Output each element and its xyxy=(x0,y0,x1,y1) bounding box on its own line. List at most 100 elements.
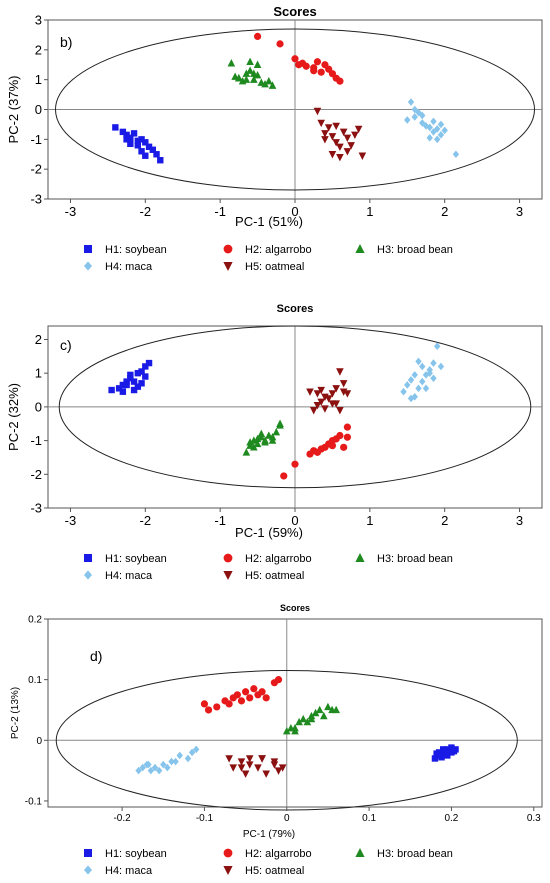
y-tick-label: 0.1 xyxy=(28,675,42,686)
data-point xyxy=(339,388,348,396)
x-tick-label: 0.3 xyxy=(527,813,541,824)
chart-title: Scores xyxy=(277,303,314,315)
data-point xyxy=(426,369,433,377)
data-point xyxy=(233,691,241,699)
y-tick-label: -1 xyxy=(30,132,42,147)
data-point xyxy=(241,770,250,778)
data-point xyxy=(250,443,258,451)
data-point xyxy=(123,378,130,385)
chart-title: Scores xyxy=(280,603,310,613)
series-h5 xyxy=(313,107,367,162)
series-h3 xyxy=(242,419,284,456)
data-point xyxy=(437,120,445,129)
data-point xyxy=(358,152,367,160)
x-tick-label: 0.2 xyxy=(444,813,458,824)
data-point xyxy=(441,126,448,135)
data-point xyxy=(253,439,262,448)
data-point xyxy=(134,142,142,149)
data-point xyxy=(204,706,213,714)
series-h4 xyxy=(135,745,200,775)
legend-marker xyxy=(223,571,233,580)
data-point xyxy=(302,62,310,70)
data-point xyxy=(119,381,127,389)
x-tick-label: 0 xyxy=(291,204,298,219)
data-point xyxy=(336,143,344,151)
data-point xyxy=(295,717,303,726)
legend-entry: H4: maca xyxy=(105,865,153,877)
data-point xyxy=(434,342,441,351)
legend-entry: H1: soybean xyxy=(105,848,167,860)
legend-entry: H1: soybean xyxy=(105,553,167,565)
data-point xyxy=(225,755,233,763)
data-point xyxy=(270,758,279,766)
data-point xyxy=(274,676,283,684)
panel-label: c) xyxy=(60,337,72,353)
data-point xyxy=(265,76,273,85)
legend-entry: H5: oatmeal xyxy=(245,570,304,582)
data-point xyxy=(324,395,333,403)
data-point xyxy=(127,371,134,379)
data-point xyxy=(164,763,171,772)
data-point xyxy=(306,388,314,396)
legend-entry: H2: algarrobo xyxy=(245,244,312,256)
data-point xyxy=(291,726,299,735)
legend-entry: H1: soybean xyxy=(105,244,167,256)
data-point xyxy=(130,378,138,385)
x-tick-label: 3 xyxy=(516,513,523,528)
data-point xyxy=(434,135,441,144)
data-point xyxy=(262,770,270,778)
series-h2 xyxy=(280,423,351,480)
y-tick-label: 3 xyxy=(35,13,42,28)
data-point xyxy=(310,64,318,72)
data-point xyxy=(108,386,115,394)
data-point xyxy=(138,148,145,155)
data-point xyxy=(135,766,142,775)
data-point xyxy=(411,371,418,379)
data-point xyxy=(336,407,344,415)
data-point xyxy=(246,438,254,446)
data-point xyxy=(313,58,322,66)
data-point xyxy=(127,375,134,382)
data-point xyxy=(242,688,250,696)
data-point xyxy=(404,381,411,389)
legend-marker xyxy=(223,262,233,271)
scatter-panel: -0.2 -0.1 0 0.1 0.2 0.3 -0.1 0 0.1 0.2 Scores d) PC-… xyxy=(10,603,543,877)
legend-entry: H3: broad bean xyxy=(377,553,453,565)
data-point xyxy=(354,125,363,134)
legend-marker xyxy=(84,261,92,271)
data-point xyxy=(313,390,322,398)
data-point xyxy=(237,764,246,772)
x-tick-label: -1 xyxy=(214,513,226,528)
x-axis-label: PC-1 (51%) xyxy=(235,214,303,229)
y-tick-label: 2 xyxy=(35,42,42,57)
data-point xyxy=(407,376,415,384)
data-point xyxy=(134,369,142,377)
y-tick-label: 0 xyxy=(35,399,42,414)
data-point xyxy=(119,128,127,136)
data-point xyxy=(258,755,266,763)
data-point xyxy=(112,124,119,131)
x-tick-label: -2 xyxy=(140,204,152,219)
x-tick-label: 2 xyxy=(441,204,448,219)
data-point xyxy=(172,757,179,766)
data-point xyxy=(188,748,196,757)
data-point xyxy=(245,761,254,769)
data-point xyxy=(280,472,288,480)
data-point xyxy=(332,705,340,714)
data-point xyxy=(426,123,433,132)
y-tick-label: 2 xyxy=(35,332,42,347)
data-point xyxy=(149,146,156,153)
data-point xyxy=(282,726,291,735)
data-point xyxy=(142,373,149,380)
data-point xyxy=(336,154,344,162)
data-point xyxy=(130,130,138,137)
data-point xyxy=(276,421,284,429)
data-point xyxy=(307,714,316,723)
data-point xyxy=(347,142,355,150)
data-point xyxy=(351,131,359,140)
x-tick-label: -1 xyxy=(214,204,226,219)
data-point xyxy=(419,111,426,120)
y-tick-label: -2 xyxy=(30,162,42,177)
series-h1 xyxy=(112,124,164,164)
data-point xyxy=(438,754,445,761)
